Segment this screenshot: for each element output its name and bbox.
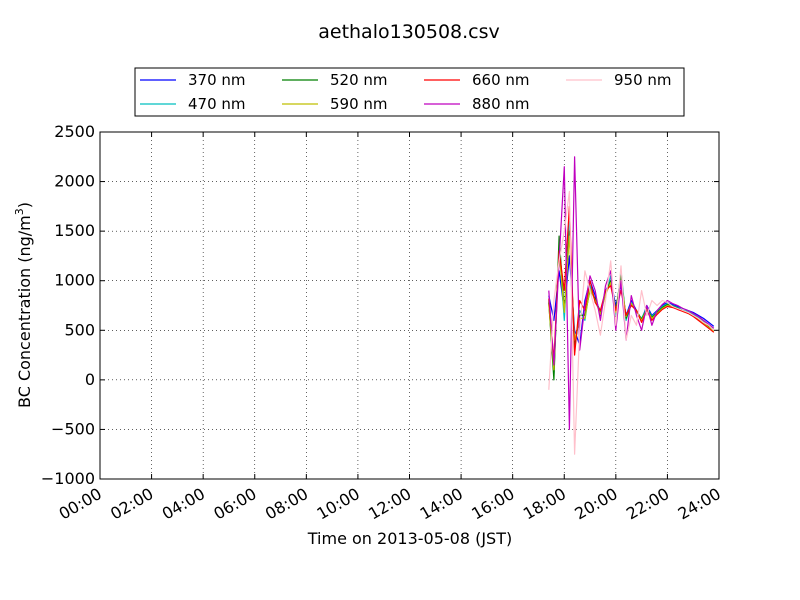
x-tick-label: 24:00: [675, 484, 724, 524]
series-line-950-nm: [548, 190, 715, 455]
x-tick-label: 18:00: [520, 484, 569, 524]
x-tick-label: 08:00: [262, 484, 311, 524]
legend-label: 660 nm: [472, 71, 530, 89]
series-lines: [548, 156, 715, 455]
grid-lines: [99, 131, 720, 480]
y-tick-label: 500: [64, 320, 95, 339]
y-tick-label: 0: [85, 370, 95, 389]
y-tick-label: −1000: [41, 469, 95, 488]
legend-label: 370 nm: [188, 71, 246, 89]
x-tick-label: 22:00: [623, 484, 672, 524]
y-tick-label: −500: [51, 419, 95, 438]
x-tick-label: 12:00: [365, 484, 414, 524]
legend-label: 950 nm: [614, 71, 672, 89]
x-tick-label: 14:00: [417, 484, 466, 524]
y-tick-label: 2500: [54, 122, 95, 141]
series-line-590-nm: [548, 235, 715, 371]
legend-label: 520 nm: [330, 71, 388, 89]
y-tick-label: 1500: [54, 221, 95, 240]
x-tick-label: 02:00: [107, 484, 156, 524]
x-tick-labels: 00:00 02:00 04:00 06:00 08:00 10:00 12:00 14:00…: [56, 484, 724, 524]
x-tick-label: 10:00: [313, 484, 362, 524]
series-line-880-nm: [548, 156, 715, 430]
legend: 370 nm 470 nm 520 nm 590 nm 660 nm 880 nm 950 …: [134, 67, 685, 117]
y-tick-label: 2000: [54, 172, 95, 191]
x-tick-label: 20:00: [571, 484, 620, 524]
axis-ticks: [99, 131, 720, 480]
series-line-660-nm: [548, 205, 715, 361]
chart-title: aethalo130508.csv: [318, 21, 500, 43]
legend-label: 470 nm: [188, 95, 246, 113]
x-axis-label: Time on 2013-05-08 (JST): [307, 529, 512, 548]
y-axis-label: BC Concentration (ng/m3): [13, 202, 34, 408]
legend-box: [134, 67, 685, 117]
y-tick-labels: −1000 −500 0 500 1000 1500 2000 2500: [41, 122, 95, 488]
x-tick-label: 00:00: [56, 484, 105, 524]
x-tick-label: 04:00: [159, 484, 208, 524]
x-tick-label: 16:00: [468, 484, 517, 524]
legend-label: 590 nm: [330, 95, 388, 113]
legend-label: 880 nm: [472, 95, 530, 113]
y-tick-label: 1000: [54, 271, 95, 290]
x-tick-label: 06:00: [210, 484, 259, 524]
